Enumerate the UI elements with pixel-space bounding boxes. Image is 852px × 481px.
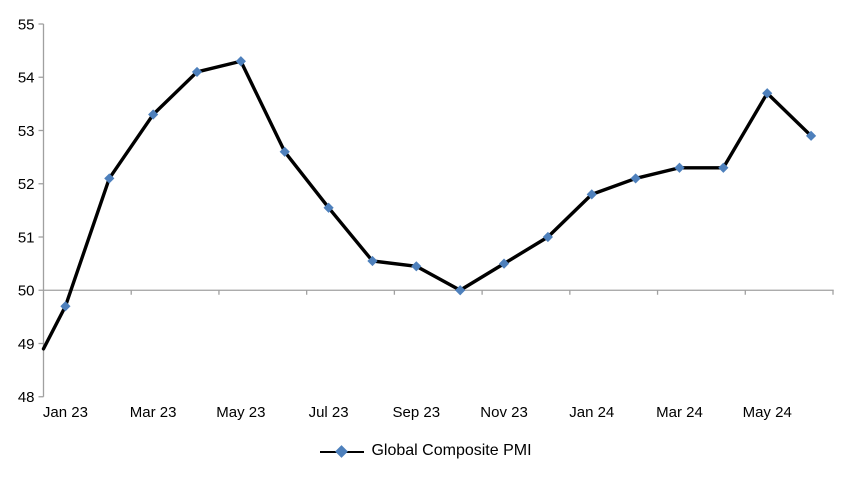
legend-line-sample [320, 445, 365, 459]
data-point-marker [498, 258, 510, 269]
y-axis-tick-label: 50 [18, 283, 35, 300]
data-point-marker [542, 231, 554, 243]
x-axis-labels: Jan 23 Mar 23 May 23 Jul 23 Sep 23 Nov 23 Jan … [43, 404, 792, 421]
data-point-marker [323, 202, 334, 213]
data-point-marker [60, 301, 71, 312]
y-axis-tick-label: 49 [18, 336, 35, 353]
data-point-marker [718, 162, 729, 173]
data-point-marker [674, 162, 685, 173]
data-point-marker [104, 173, 115, 184]
x-axis-tick-label: Jan 24 [569, 404, 614, 421]
y-axis-tick-label: 52 [18, 176, 35, 193]
data-point-marker [630, 173, 641, 184]
data-point-marker [235, 56, 246, 67]
pmi-series-markers [60, 56, 817, 312]
x-axis-tick-label: Jul 23 [309, 404, 349, 421]
y-axis: 55 54 53 52 51 50 49 48 [18, 16, 45, 406]
x-axis-tick-label: Sep 23 [393, 404, 441, 421]
x-axis-tick-label: Mar 24 [656, 404, 703, 421]
x-axis-tick-label: Jan 23 [43, 404, 88, 421]
data-point-marker [762, 88, 773, 99]
data-point-marker [279, 146, 290, 157]
data-point-marker [455, 285, 466, 296]
x-axis-tick-label: May 24 [743, 404, 792, 421]
y-axis-tick-label: 53 [18, 123, 35, 140]
y-axis-tick-label: 54 [18, 70, 35, 87]
legend: Global Composite PMI [0, 440, 852, 464]
x-axis-tick-label: Nov 23 [480, 404, 528, 421]
x-axis-tick-label: Mar 23 [130, 404, 177, 421]
data-point-marker [586, 189, 597, 200]
pmi-series-line [41, 59, 813, 351]
y-axis-tick-label: 48 [18, 389, 35, 406]
data-point-marker [411, 261, 422, 272]
x-axis-tick-label: May 23 [216, 404, 265, 421]
legend-diamond-marker-icon [335, 445, 349, 458]
x-axis [43, 289, 834, 295]
data-point-marker [805, 130, 817, 141]
data-point-marker [367, 255, 378, 267]
y-axis-tick-label: 55 [18, 16, 35, 33]
data-point-marker [191, 66, 203, 78]
data-point-marker [148, 109, 159, 120]
legend-label: Global Composite PMI [371, 442, 532, 459]
y-axis-tick-label: 51 [18, 229, 35, 246]
